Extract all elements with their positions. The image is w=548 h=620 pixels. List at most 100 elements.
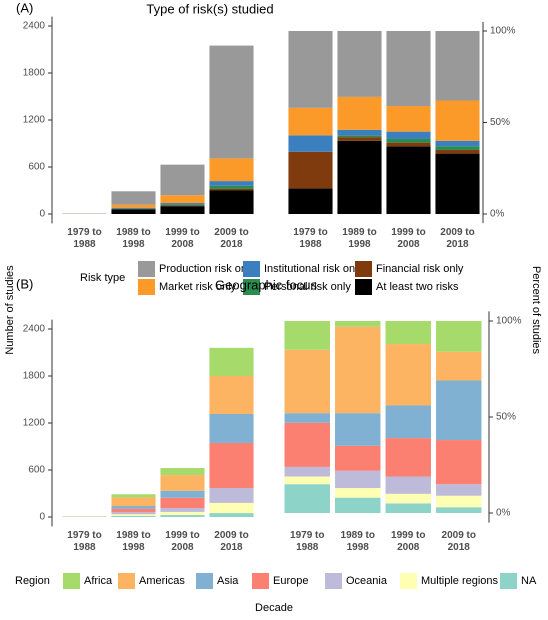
y-tick-label: 1800 [23, 68, 46, 79]
bar-segment [160, 205, 205, 207]
bar-segment [209, 181, 254, 186]
bar-segment [386, 106, 431, 132]
legend-label: NA [521, 575, 537, 587]
bar-segment [160, 507, 205, 512]
bar-segment [111, 191, 156, 205]
legend-label: Institutional risk only [264, 263, 364, 275]
bar-segment [209, 190, 254, 214]
bar-segment [385, 438, 431, 477]
bar-segment [160, 203, 205, 205]
x-label: Decade [255, 602, 293, 614]
bar-segment [209, 188, 254, 191]
bar-segment [160, 206, 205, 214]
bar-segment [209, 513, 254, 517]
bar-segment [111, 497, 156, 507]
legend-label: Africa [84, 575, 113, 587]
y-tick-label: 0% [496, 508, 511, 519]
bar-segment [386, 146, 431, 214]
legend-label: Market risk only [159, 281, 237, 293]
x-tick-label: 1989 to 1998 [116, 530, 150, 553]
bar-segment [284, 413, 330, 423]
legend-label: Oceania [346, 575, 388, 587]
legend-swatch [325, 573, 342, 589]
x-tick-label: 1989 to 1998 [342, 227, 376, 250]
bar-segment [335, 488, 381, 498]
y-tick-label: 1200 [23, 115, 46, 126]
bar-segment [385, 405, 431, 439]
legend-swatch [196, 573, 213, 589]
bar-segment [335, 326, 381, 414]
legend-title: Region [15, 575, 50, 587]
bar-segment [386, 138, 431, 143]
legend-swatch [500, 573, 517, 589]
legend-swatch [355, 279, 372, 295]
bar-segment [385, 321, 431, 345]
y-tick-label: 50% [490, 117, 510, 128]
panel-label: (A) [16, 0, 33, 15]
legend-label: Multiple regions [421, 575, 499, 587]
bar-segment [111, 209, 156, 214]
bar-segment [111, 508, 156, 513]
bar-segment [335, 497, 381, 513]
legend-swatch [400, 573, 417, 589]
bar-segment [335, 413, 381, 446]
y-tick-label: 0% [490, 209, 505, 220]
legend-label: Personal risk only [264, 281, 351, 293]
y-tick-label: 0 [39, 512, 45, 523]
bar-segment [111, 512, 156, 515]
bar-segment [284, 466, 330, 477]
bar-segment [435, 153, 480, 214]
bar-segment [284, 476, 330, 485]
y-tick-label: 2400 [23, 324, 46, 335]
bar-segment [288, 107, 333, 136]
x-tick-label: 1979 to 1988 [293, 227, 327, 250]
legend-swatch [252, 573, 269, 589]
legend-swatch [243, 261, 260, 277]
legend-label: Americas [139, 575, 185, 587]
y-tick-label: 100% [496, 316, 522, 327]
x-tick-label: 2009 to 2018 [214, 530, 248, 553]
legend-swatch [138, 261, 155, 277]
bar-segment [209, 413, 254, 443]
bar-segment [209, 45, 254, 159]
y-tick-label: 100% [490, 26, 516, 37]
legend-label: At least two risks [376, 281, 459, 293]
bar-segment [435, 31, 480, 101]
legend-label: Asia [217, 575, 239, 587]
bar-segment [160, 204, 205, 206]
y-tick-label: 600 [28, 465, 45, 476]
bar-segment [111, 494, 156, 498]
bar-segment [111, 506, 156, 509]
x-tick-label: 1989 to 1998 [341, 530, 375, 553]
bar-segment [160, 511, 205, 516]
legend-swatch [138, 279, 155, 295]
bar-segment [435, 146, 480, 150]
bar-segment [436, 484, 482, 496]
bar-segment [160, 468, 205, 476]
bar-segment [337, 135, 382, 138]
bar-segment [386, 31, 431, 107]
bar-segment [435, 140, 480, 147]
bar-segment [436, 380, 482, 441]
bar-segment [288, 151, 333, 189]
bar-segment [111, 207, 156, 209]
legend-label: Production risk only [159, 263, 255, 275]
y-tick-label: 1800 [23, 371, 46, 382]
bar-segment [284, 349, 330, 414]
bar-segment [284, 422, 330, 467]
x-tick-label: 2009 to 2018 [442, 530, 476, 553]
bar-segment [160, 515, 205, 517]
bar-segment [209, 376, 254, 414]
legend-swatch [118, 573, 135, 589]
bar-segment [284, 484, 330, 513]
bar-segment [435, 100, 480, 141]
bar-segment [385, 476, 431, 494]
legend-swatch [243, 279, 260, 295]
bar-segment [160, 497, 205, 508]
bar-segment [335, 470, 381, 489]
x-tick-label: 1999 to 2008 [391, 530, 425, 553]
x-tick-label: 1999 to 2008 [165, 227, 199, 250]
bar-segment [209, 158, 254, 182]
y-tick-label: 1200 [23, 418, 46, 429]
x-tick-label: 1999 to 2008 [165, 530, 199, 553]
